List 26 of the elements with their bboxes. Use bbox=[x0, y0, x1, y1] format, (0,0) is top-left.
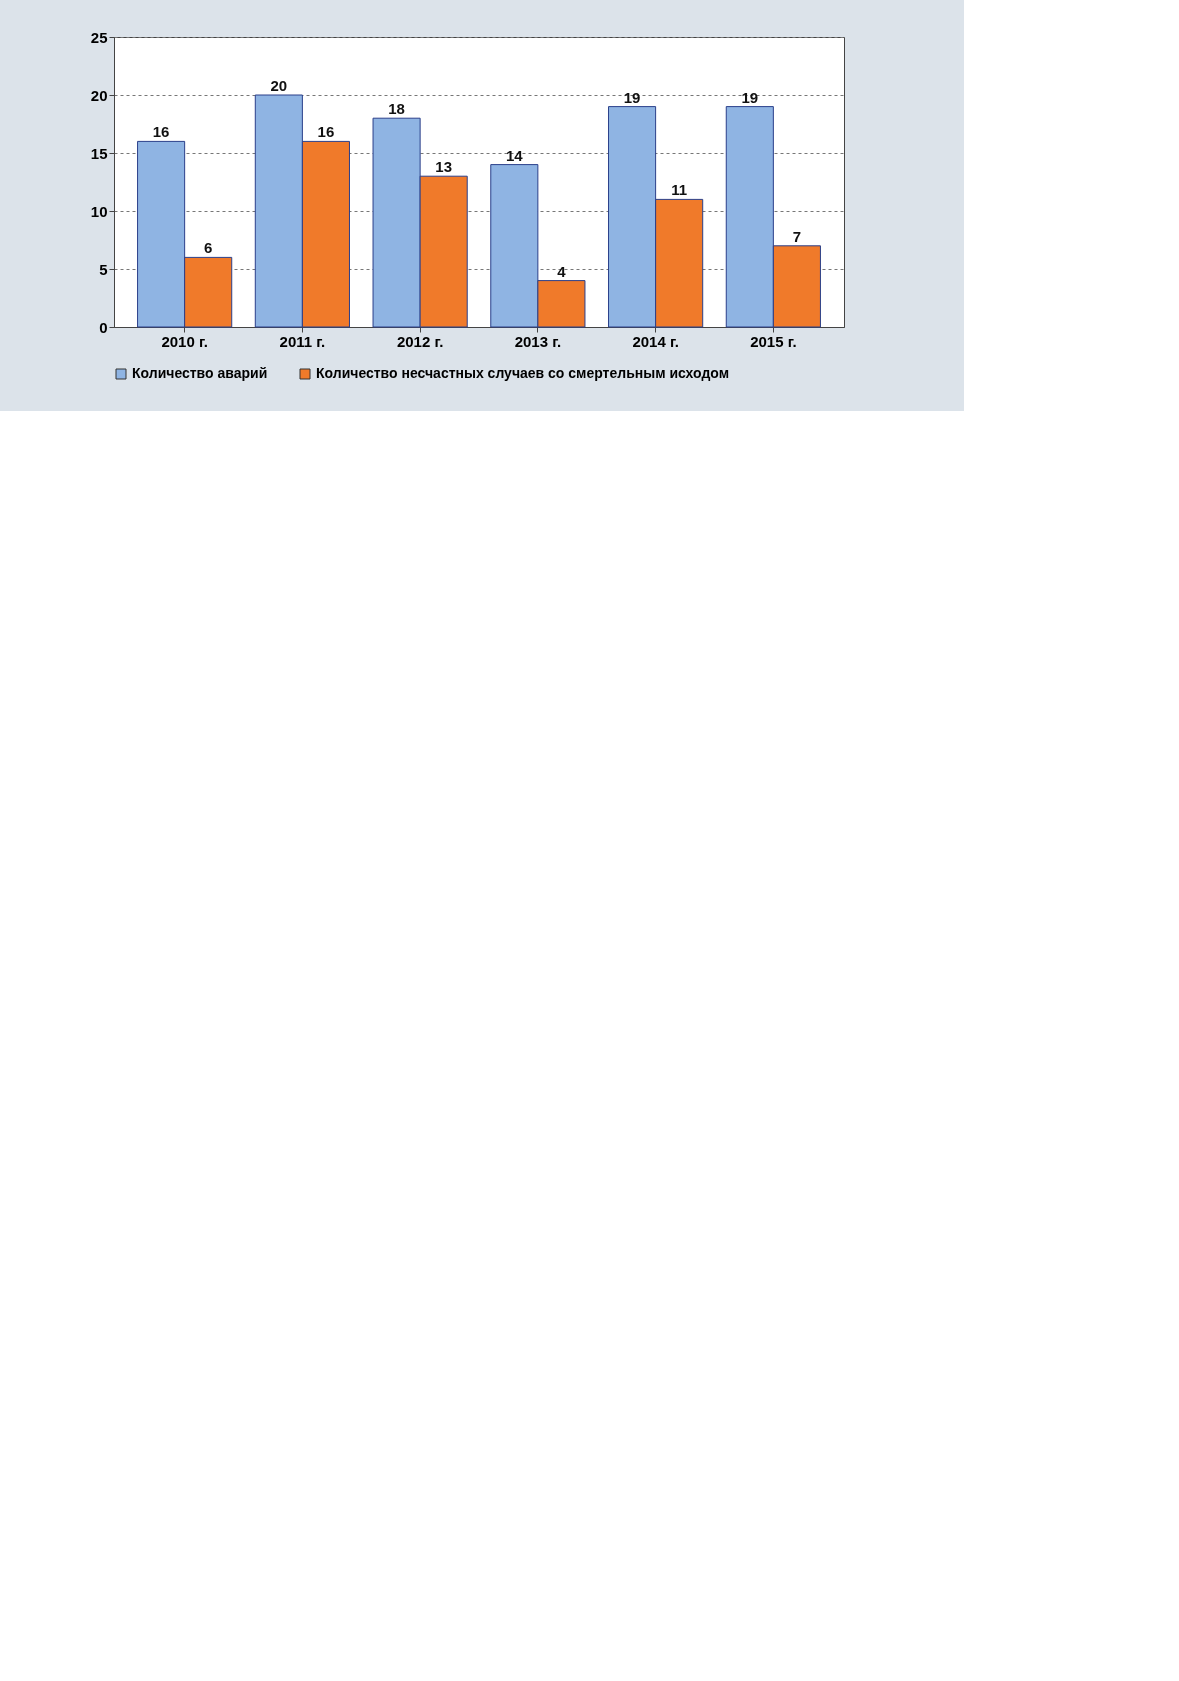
y-tick-label: 20 bbox=[90, 86, 108, 104]
x-tick-label: 2011 г. bbox=[279, 332, 326, 350]
data-label: 13 bbox=[435, 158, 453, 176]
y-tick-label: 15 bbox=[90, 144, 108, 162]
y-tick-label: 5 bbox=[99, 260, 108, 278]
y-tick-label: 0 bbox=[99, 318, 108, 336]
data-label: 6 bbox=[204, 239, 213, 257]
x-tick-label: 2010 г. bbox=[161, 332, 208, 350]
x-tick-label: 2012 г. bbox=[396, 332, 444, 350]
data-label: 19 bbox=[741, 88, 759, 106]
x-tick-label: 2013 г. bbox=[514, 332, 562, 350]
data-label: 18 bbox=[388, 100, 405, 118]
data-label: 19 bbox=[623, 88, 641, 106]
data-label: 4 bbox=[557, 262, 567, 280]
data-label: 14 bbox=[505, 146, 524, 164]
x-tick-label: 2015 г. bbox=[750, 332, 797, 350]
x-tick-label: 2014 г. bbox=[632, 332, 679, 350]
y-tick-label: 10 bbox=[90, 202, 108, 220]
data-label: 16 bbox=[152, 123, 170, 141]
data-label: 7 bbox=[792, 227, 802, 245]
data-label: 20 bbox=[270, 77, 288, 94]
legend-label: Количество несчастных случаев со смертельным исходом bbox=[316, 365, 730, 381]
legend-label: Количество аварий bbox=[132, 365, 268, 381]
data-label: 16 bbox=[317, 123, 335, 141]
y-tick-label: 25 bbox=[90, 28, 108, 46]
data-label: 11 bbox=[671, 181, 688, 199]
